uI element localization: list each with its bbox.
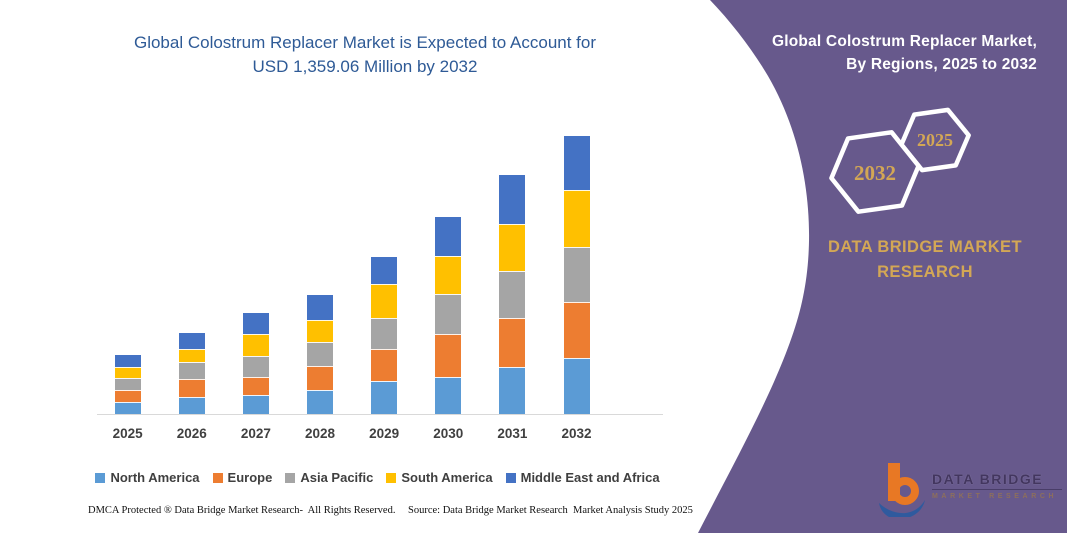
bar-2028-segment-asia-pacific	[306, 342, 333, 366]
legend-item-asia-pacific: Asia Pacific	[285, 470, 373, 485]
x-axis-label-2025: 2025	[112, 426, 143, 441]
bar-2025-segment-europe	[114, 390, 141, 402]
brand-name: DATA BRIDGE MARKET RESEARCH	[790, 235, 1060, 285]
bar-2027	[242, 313, 269, 414]
bar-2027-segment-asia-pacific	[242, 356, 269, 377]
legend-swatch-north-america	[95, 472, 106, 483]
bar-2029-segment-asia-pacific	[371, 318, 398, 349]
bar-2027-segment-middle-east-and-africa	[242, 313, 269, 334]
hexagon-2032-badge	[829, 130, 921, 214]
legend-item-north-america: North America	[95, 470, 200, 485]
legend-label-europe: Europe	[227, 470, 273, 485]
legend-swatch-middle-east-and-africa	[505, 472, 516, 483]
bar-2028	[306, 295, 333, 414]
bar-2026-segment-north-america	[178, 397, 205, 414]
bar-2032-segment-asia-pacific	[563, 247, 590, 302]
bar-2027-segment-europe	[242, 377, 269, 395]
x-axis-label-2027: 2027	[240, 426, 271, 441]
bar-2030	[435, 217, 462, 414]
bar-2030-segment-south-america	[435, 256, 462, 294]
bar-2032-segment-europe	[563, 302, 590, 358]
bar-2031	[499, 175, 526, 414]
x-axis-label-2026: 2026	[176, 426, 207, 441]
chart-title: Global Colostrum Replacer Market is Expe…	[85, 31, 645, 79]
bar-2026	[178, 333, 205, 414]
bar-2032	[563, 136, 590, 414]
panel-title-line2: By Regions, 2025 to 2032	[846, 55, 1037, 73]
x-axis-label-2029: 2029	[369, 426, 400, 441]
legend-item-south-america: South America	[386, 470, 493, 485]
purple-panel-shape	[698, 0, 1067, 533]
bar-2029	[371, 257, 398, 414]
dbmr-logo-icon	[879, 463, 925, 517]
x-axis-label-2028: 2028	[304, 426, 335, 441]
hexagon-2025-label: 2025	[917, 130, 953, 150]
bar-2029-segment-middle-east-and-africa	[371, 257, 398, 284]
legend-label-asia-pacific: Asia Pacific	[300, 470, 374, 485]
x-axis-label-2030: 2030	[433, 426, 464, 441]
bar-2030-segment-middle-east-and-africa	[435, 217, 462, 256]
bar-2030-segment-asia-pacific	[435, 294, 462, 334]
bar-2026-segment-europe	[178, 379, 205, 397]
bar-2031-segment-europe	[499, 318, 526, 367]
bar-2028-segment-middle-east-and-africa	[306, 295, 333, 320]
hexagon-2025-badge	[899, 107, 971, 173]
bar-2029-segment-north-america	[371, 381, 398, 414]
legend-label-middle-east-and-africa: Middle East and Africa	[520, 470, 660, 485]
brand-name-line1: DATA BRIDGE MARKET	[828, 238, 1022, 256]
brand-name-line2: RESEARCH	[877, 263, 973, 281]
legend-swatch-europe	[212, 472, 223, 483]
bar-2028-segment-north-america	[306, 390, 333, 414]
bar-2026-segment-asia-pacific	[178, 362, 205, 379]
logo-tagline: MARKET RESEARCH	[932, 493, 1058, 500]
chart-title-line1: Global Colostrum Replacer Market is Expe…	[133, 33, 597, 52]
chart-legend: North America Europe Asia Pacific South Ame…	[80, 470, 675, 485]
bar-2029-segment-south-america	[371, 284, 398, 318]
bar-2030-segment-europe	[435, 334, 462, 377]
legend-label-north-america: North America	[110, 470, 200, 485]
bar-2030-segment-north-america	[435, 377, 462, 414]
bar-2031-segment-middle-east-and-africa	[499, 175, 526, 224]
logo-wordmark: DATA BRIDGE	[932, 471, 1062, 490]
bar-2025-segment-south-america	[114, 367, 141, 378]
bar-2031-segment-north-america	[499, 367, 526, 414]
bar-2028-segment-south-america	[306, 320, 333, 342]
x-axis-line	[97, 414, 663, 415]
x-axis-label-2031: 2031	[497, 426, 528, 441]
bar-2032-segment-south-america	[563, 190, 590, 247]
bar-2031-segment-asia-pacific	[499, 271, 526, 318]
bar-2025-segment-north-america	[114, 402, 141, 414]
forecast-years-hexagons: 2025 2032	[829, 107, 971, 214]
legend-item-middle-east-and-africa: Middle East and Africa	[505, 470, 660, 485]
bar-2025	[114, 355, 141, 414]
bar-2026-segment-south-america	[178, 349, 205, 362]
legend-swatch-south-america	[386, 472, 397, 483]
bar-2028-segment-europe	[306, 366, 333, 390]
plot-area: 2025 2026 2027 2028 2029 2030 2031 2032	[97, 136, 663, 441]
legend-item-europe: Europe	[212, 470, 273, 485]
bar-2029-segment-europe	[371, 349, 398, 381]
panel-title-line1: Global Colostrum Replacer Market,	[772, 33, 1037, 50]
dbmr-logo: DATA BRIDGE MARKET RESEARCH	[878, 461, 1064, 523]
bar-2026-segment-middle-east-and-africa	[178, 333, 205, 349]
bar-2032-segment-north-america	[563, 358, 590, 414]
bar-2031-segment-south-america	[499, 224, 526, 271]
bar-2025-segment-middle-east-and-africa	[114, 355, 141, 367]
chart-title-line2: USD 1,359.06 Million by 2032	[252, 57, 478, 76]
bar-2025-segment-asia-pacific	[114, 378, 141, 390]
bar-2027-segment-north-america	[242, 395, 269, 414]
hexagon-2032-label: 2032	[854, 161, 896, 185]
legend-label-south-america: South America	[401, 470, 493, 485]
panel-title: Global Colostrum Replacer Market, By Reg…	[707, 31, 1037, 76]
source-text: Source: Data Bridge Market Research Mark…	[408, 505, 693, 516]
bar-2032-segment-middle-east-and-africa	[563, 136, 590, 190]
dmca-copyright-text: DMCA Protected ® Data Bridge Market Rese…	[88, 505, 396, 516]
bar-2027-segment-south-america	[242, 334, 269, 356]
legend-swatch-asia-pacific	[285, 472, 296, 483]
x-axis-label-2032: 2032	[561, 426, 592, 441]
